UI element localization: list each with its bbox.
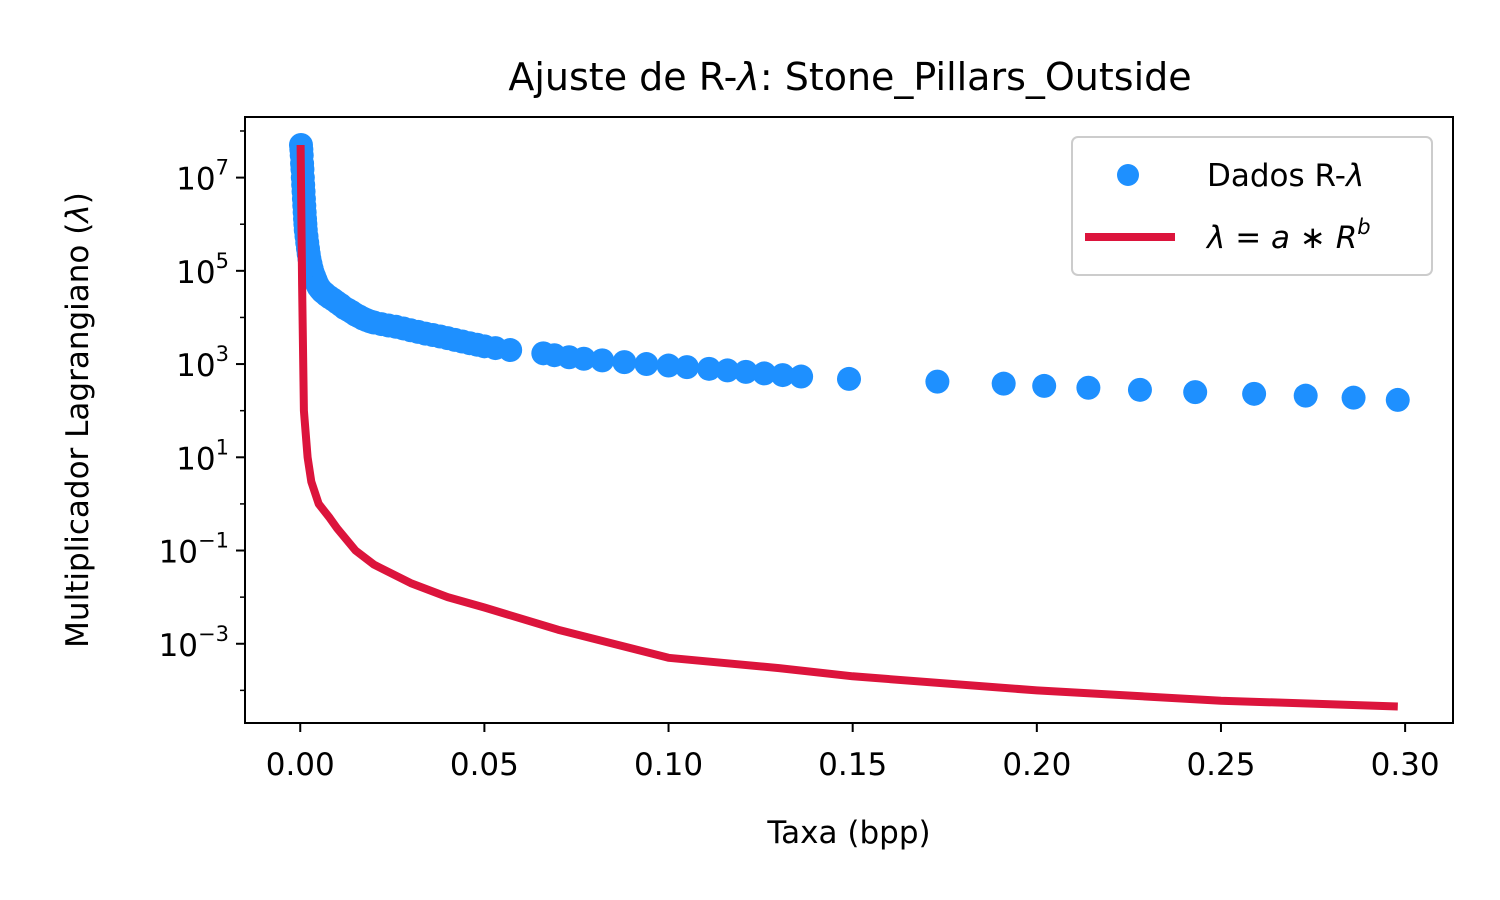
legend: Dados R-λ λ = a ∗ Rb [1071, 136, 1433, 276]
data-point [1076, 375, 1101, 400]
data-point [770, 363, 795, 388]
data-point [590, 348, 615, 373]
x-tick-label: 0.10 [634, 747, 703, 783]
data-point [1032, 373, 1057, 398]
fit-line [296, 144, 1398, 711]
x-tick-label: 0.00 [266, 747, 335, 783]
y-tick-label: 101 [176, 435, 229, 477]
data-point [925, 369, 950, 394]
legend-line-label: λ = a ∗ Rb [1205, 215, 1371, 256]
data-point [752, 361, 777, 386]
data-point [697, 356, 722, 381]
y-tick-exponent: 3 [216, 342, 229, 366]
x-tick-label: 0.30 [1371, 747, 1440, 783]
y-tick-label: 107 [176, 156, 229, 198]
chart-title-suffix: : Stone_Pillars_Outside [760, 55, 1192, 99]
data-point [837, 366, 861, 391]
y-axis-label-lambda: λ [60, 204, 96, 224]
legend-scatter-label: Dados R-λ [1207, 158, 1364, 194]
y-tick-label: 105 [176, 249, 229, 291]
scatter-series [288, 133, 1410, 412]
x-axis-ticks: 0.00 0.05 0.10 0.15 0.20 0.25 0.30 [266, 723, 1440, 783]
y-tick-exponent: −3 [198, 622, 229, 646]
chart-title-prefix: Ajuste de R- [508, 55, 737, 99]
y-tick-label: 103 [176, 342, 229, 384]
data-point [1242, 381, 1267, 406]
data-point [612, 350, 637, 375]
data-point [1183, 380, 1208, 405]
data-point [1341, 385, 1366, 410]
y-tick-exponent: −1 [198, 529, 229, 553]
x-tick-label: 0.25 [1186, 747, 1255, 783]
data-point [656, 353, 681, 378]
y-tick-base: 10 [159, 628, 198, 664]
y-tick-exponent: 1 [216, 435, 229, 459]
data-point [1385, 387, 1410, 412]
x-tick-label: 0.20 [1002, 747, 1071, 783]
data-point [789, 364, 814, 389]
legend-scatter-marker [1117, 164, 1139, 186]
y-tick-exponent: 7 [216, 156, 229, 180]
y-tick-base: 10 [176, 348, 215, 384]
legend-line-a: a [1271, 220, 1290, 256]
y-tick-base: 10 [176, 441, 215, 477]
legend-scatter-text: Dados R- [1207, 158, 1346, 194]
data-point [1293, 383, 1318, 408]
x-axis-label: Taxa (bpp) [766, 815, 930, 851]
data-point [715, 358, 740, 383]
x-tick-label: 0.15 [818, 747, 887, 783]
legend-line-b: b [1357, 215, 1370, 239]
y-tick-base: 10 [176, 162, 215, 198]
plot-frame [244, 116, 1454, 724]
data-point [674, 355, 699, 380]
y-tick-label: 10−1 [159, 529, 229, 571]
data-point [733, 359, 758, 384]
data-point [991, 371, 1016, 396]
legend-line-op: ∗ [1290, 220, 1336, 256]
legend-scatter-lambda: λ [1344, 158, 1364, 194]
legend-line-eq: = [1225, 220, 1271, 256]
data-point [498, 338, 523, 363]
x-tick-label: 0.05 [450, 747, 519, 783]
y-tick-label: 10−3 [159, 622, 229, 664]
legend-line-R: R [1336, 220, 1358, 256]
y-axis-label-prefix: Multiplicador Lagrangiano ( [60, 223, 96, 648]
legend-line-lambda: λ [1205, 220, 1225, 256]
chart-title: Ajuste de R-λ: Stone_Pillars_Outside [508, 55, 1191, 99]
y-tick-exponent: 5 [216, 249, 229, 273]
y-tick-base: 10 [159, 535, 198, 571]
data-point [634, 352, 659, 377]
chart-title-lambda: λ [735, 55, 760, 99]
data-point [1127, 377, 1152, 402]
data-point [571, 346, 596, 371]
y-axis-label-suffix: ) [60, 192, 96, 204]
y-tick-base: 10 [176, 255, 215, 291]
y-axis-label: Multiplicador Lagrangiano (λ) [60, 192, 96, 648]
